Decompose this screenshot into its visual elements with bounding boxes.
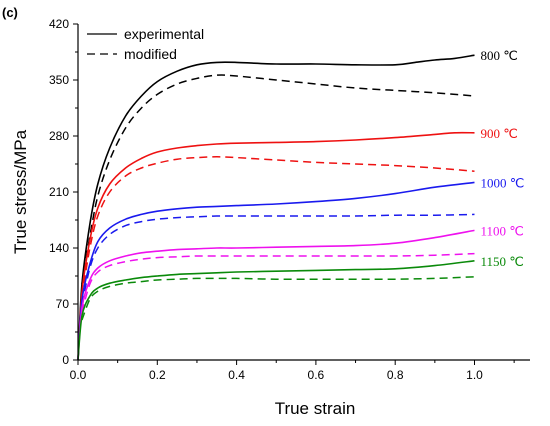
y-tick-label: 280 xyxy=(49,129,69,143)
x-tick-label: 0.6 xyxy=(308,368,325,382)
series-label-800: 800 ℃ xyxy=(480,48,517,63)
legend-label-modified: modified xyxy=(124,46,177,62)
panel-label: (c) xyxy=(2,5,18,20)
series-900-modified-line xyxy=(81,156,475,297)
x-axis-title: True strain xyxy=(275,399,356,418)
x-tick-label: 0.0 xyxy=(70,368,87,382)
series-1100-experimental-line xyxy=(77,229,475,361)
y-axis-title: True stress/MPa xyxy=(11,129,30,254)
series-label-900: 900 ℃ xyxy=(480,126,517,141)
series-label-1000: 1000 ℃ xyxy=(480,175,524,190)
y-tick-label: 0 xyxy=(62,353,69,367)
legend: experimental modified xyxy=(87,26,204,62)
series-1000-modified-line xyxy=(81,213,475,305)
axes: 0.0 0.2 0.4 0.6 0.8 1.0 0 70 140 210 280 350 420 xyxy=(49,17,530,382)
series-label-1150: 1150 ℃ xyxy=(480,254,523,269)
y-tick-label: 140 xyxy=(49,241,69,255)
series-1150-experimental-line xyxy=(77,260,475,361)
legend-label-experimental: experimental xyxy=(124,26,204,42)
y-tick-label: 350 xyxy=(49,73,69,87)
x-tick-label: 1.0 xyxy=(466,368,483,382)
series-1150-modified-line xyxy=(81,276,475,321)
x-tick-label: 0.4 xyxy=(228,368,245,382)
series-800-experimental-line xyxy=(77,54,475,361)
series-label-1100: 1100 ℃ xyxy=(480,223,523,238)
x-tick-label: 0.2 xyxy=(149,368,166,382)
series-1000-experimental-line xyxy=(77,181,475,361)
series-800-modified-line xyxy=(81,74,475,285)
y-tick-label: 210 xyxy=(49,185,69,199)
y-tick-label: 70 xyxy=(56,297,70,311)
y-tick-label: 420 xyxy=(49,17,69,31)
series-1100-modified-line xyxy=(81,252,475,313)
series-900-experimental-line xyxy=(77,131,475,361)
x-tick-label: 0.8 xyxy=(387,368,404,382)
plot-area: 800 ℃ 900 ℃ 1000 ℃ 1100 ℃ 1150 ℃ xyxy=(77,48,524,361)
